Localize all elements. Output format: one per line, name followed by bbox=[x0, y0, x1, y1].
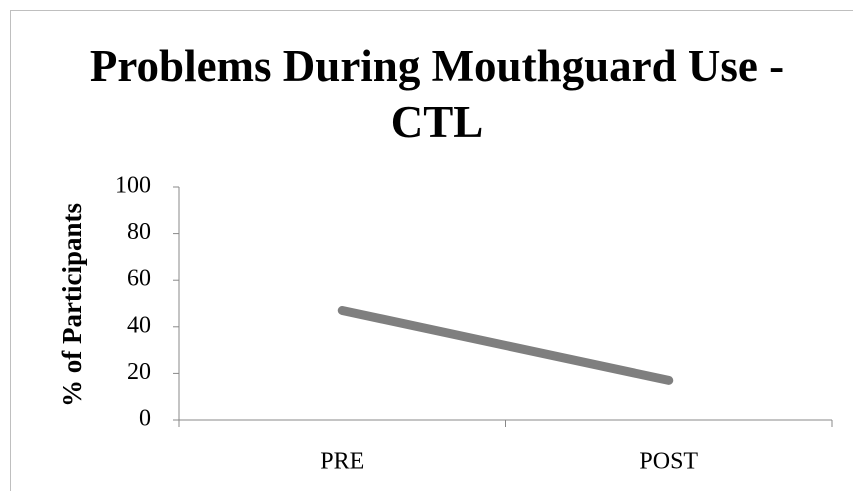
y-tick-label: 20 bbox=[127, 359, 151, 385]
y-tick-label: 100 bbox=[115, 173, 151, 199]
chart-title: Problems During Mouthguard Use - CTL bbox=[89, 41, 785, 147]
y-axis-label: % of Participants bbox=[57, 203, 87, 407]
y-tick-label: 40 bbox=[127, 312, 151, 338]
y-tick-label: 0 bbox=[139, 406, 151, 432]
data-line bbox=[337, 305, 674, 385]
y-tick-label: 80 bbox=[127, 219, 151, 245]
x-tick-label: PRE bbox=[320, 449, 364, 475]
chart-border bbox=[10, 10, 853, 491]
y-tick-label: 60 bbox=[127, 266, 151, 292]
x-tick-label: POST bbox=[639, 449, 698, 475]
